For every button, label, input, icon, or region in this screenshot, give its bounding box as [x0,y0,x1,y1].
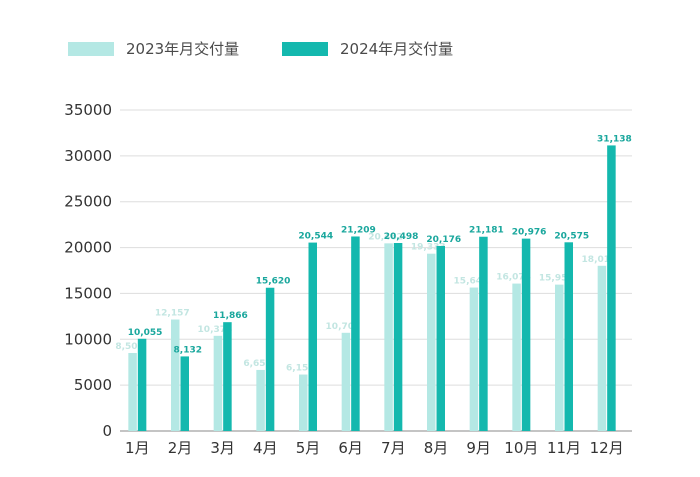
data-label: 15,641 [454,277,489,287]
y-tick-label: 5000 [74,376,112,394]
bar [469,287,479,431]
data-label: 20,176 [426,235,461,245]
x-tick-label: 12月 [590,439,624,457]
x-tick-label: 1月 [125,439,150,457]
bar [213,335,223,431]
bar [597,265,607,431]
data-label: 20,976 [512,228,547,238]
x-tick-label: 10月 [504,439,538,457]
x-tick-label: 5月 [296,439,321,457]
data-label: 11,866 [213,311,248,321]
x-tick-label: 3月 [210,439,235,457]
data-label: 10,055 [128,328,163,338]
bar [427,253,436,431]
data-label: 19,333 [411,243,446,253]
y-tick-label: 15000 [64,284,112,302]
legend-label-2023: 2023年月交付量 [126,40,240,58]
x-tick-label: 9月 [466,439,491,457]
bar [299,374,308,431]
y-tick-label: 0 [102,422,112,440]
data-label: 12,157 [155,309,190,319]
bar [384,243,393,431]
data-label: 20,544 [298,232,333,242]
y-tick-label: 25000 [64,193,112,211]
data-label: 6,155 [286,364,314,374]
data-label: 20,462 [368,232,403,242]
x-tick-label: 11月 [547,439,581,457]
data-label: 20,575 [554,231,589,241]
bar [137,338,147,431]
bar [607,145,616,432]
y-tick-label: 20000 [64,239,112,257]
x-tick-label: 2月 [168,439,193,457]
x-tick-label: 7月 [381,439,406,457]
bar [223,322,232,431]
bar [341,332,351,431]
data-label: 18,012 [582,255,617,265]
data-label: 21,209 [341,225,376,235]
bar [436,245,445,431]
data-label: 10,707 [326,322,361,332]
data-label: 21,181 [469,226,504,236]
data-label: 15,620 [256,277,291,287]
bar [308,242,317,431]
bar [564,242,573,431]
bar [555,284,564,431]
bar [180,356,189,431]
data-label: 10,378 [198,325,233,335]
legend-item-2023: 2023年月交付量 [68,38,239,59]
x-tick-label: 4月 [253,439,278,457]
x-tick-label: 6月 [338,439,363,457]
legend-item-2024: 2024年月交付量 [282,38,453,59]
bar [171,319,180,431]
data-label: 6,658 [243,359,271,369]
bar [256,369,265,431]
data-label: 15,959 [539,274,574,284]
bar [479,236,488,431]
data-label: 16,074 [496,273,531,283]
y-tick-label: 10000 [64,330,112,348]
legend-label-2024: 2024年月交付量 [340,40,454,58]
y-tick-label: 30000 [64,147,112,165]
chart-legend: 2023年月交付量 2024年月交付量 [0,38,700,62]
bar [521,238,531,431]
x-tick-label: 8月 [424,439,449,457]
y-tick-label: 35000 [64,101,112,119]
legend-swatch-2024 [282,41,328,56]
data-label: 8,506 [115,342,143,352]
data-label: 31,138 [597,134,632,144]
legend-swatch-2023 [68,41,114,56]
bar [265,287,275,431]
data-label: 8,132 [174,345,202,355]
bar [393,243,403,431]
bar [512,283,521,431]
bar [351,236,360,431]
bar [128,352,137,431]
data-label: 20,498 [384,232,419,242]
